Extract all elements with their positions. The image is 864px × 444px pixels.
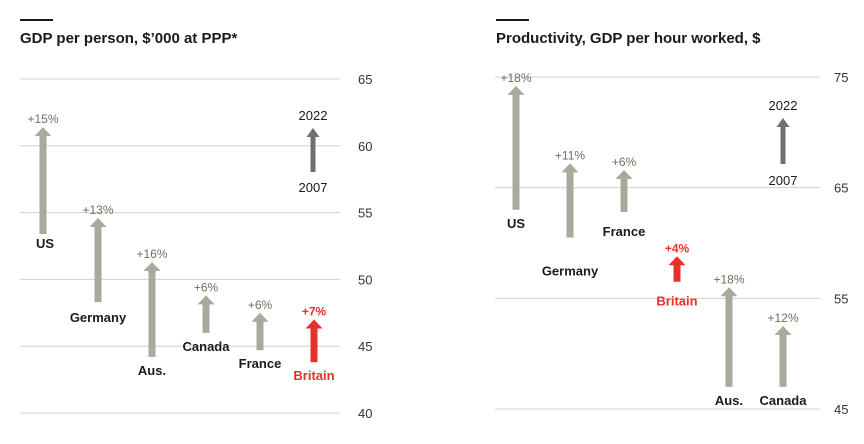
change-label: +6%: [612, 155, 637, 169]
change-arrow-france: [251, 312, 269, 351]
change-label: +6%: [248, 298, 273, 312]
change-label: +6%: [194, 280, 219, 294]
country-label: Aus.: [715, 393, 743, 408]
change-label: +18%: [500, 71, 531, 85]
country-label: Britain: [293, 368, 334, 383]
change-arrow-britain: [305, 319, 323, 363]
y-tick-label: 65: [358, 72, 372, 87]
y-tick-label: 45: [834, 402, 848, 417]
legend-arrow: [776, 118, 790, 164]
change-label: +4%: [665, 241, 690, 255]
change-label: +15%: [27, 112, 58, 126]
y-tick-label: 55: [358, 206, 372, 221]
legend-arrow: [306, 128, 320, 172]
country-label: Britain: [656, 294, 697, 309]
y-tick-label: 65: [834, 181, 848, 196]
chart-title: GDP per person, $’000 at PPP*: [20, 30, 238, 47]
change-arrow-canada: [197, 295, 215, 333]
y-tick-label: 40: [358, 406, 372, 421]
country-label: Canada: [183, 339, 231, 354]
country-label: Germany: [542, 263, 599, 278]
country-label: France: [603, 224, 646, 239]
change-arrow-britain: [668, 256, 686, 282]
change-label: +12%: [767, 311, 798, 325]
legend-end-year: 2022: [299, 108, 328, 123]
productivity-panel: Productivity, GDP per hour worked, $: [432, 0, 864, 444]
legend-end-year: 2022: [769, 98, 798, 113]
change-arrow-france: [615, 169, 633, 213]
country-label: Aus.: [138, 363, 166, 378]
change-arrow-us: [34, 127, 52, 234]
change-arrow-aus: [720, 287, 738, 387]
gdp-per-person-panel: GDP per person, $’000 at PPP*: [0, 0, 430, 444]
legend-start-year: 2007: [299, 180, 328, 195]
title-rule: [496, 19, 529, 21]
legend-start-year: 2007: [769, 173, 798, 188]
change-arrow-germany: [89, 217, 107, 303]
change-label: +7%: [302, 304, 327, 318]
change-label: +18%: [713, 272, 744, 286]
country-label: France: [239, 356, 282, 371]
y-tick-label: 55: [834, 291, 848, 306]
y-tick-label: 60: [358, 139, 372, 154]
y-tick-label: 75: [834, 70, 848, 85]
y-tick-label: 50: [358, 272, 372, 287]
change-arrow-aus: [143, 262, 161, 357]
country-label: Canada: [760, 393, 808, 408]
y-tick-label: 45: [358, 339, 372, 354]
chart-title: Productivity, GDP per hour worked, $: [496, 30, 761, 47]
change-label: +13%: [82, 203, 113, 217]
change-label: +16%: [136, 247, 167, 261]
country-label: US: [36, 236, 54, 251]
country-label: US: [507, 216, 525, 231]
title-rule: [20, 19, 53, 21]
country-label: Germany: [70, 310, 127, 325]
change-label: +11%: [555, 148, 585, 162]
change-arrow-canada: [774, 326, 792, 387]
change-arrow-germany: [561, 163, 579, 238]
change-arrow-us: [507, 85, 525, 210]
